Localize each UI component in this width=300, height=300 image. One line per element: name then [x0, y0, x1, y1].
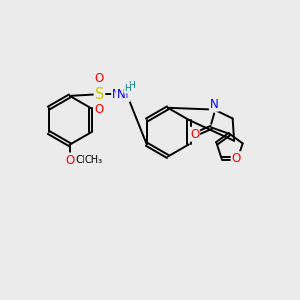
Text: H: H [124, 84, 131, 93]
Text: H: H [128, 81, 135, 90]
Text: O: O [65, 154, 74, 166]
Text: O: O [95, 73, 104, 85]
Text: CH₃: CH₃ [85, 155, 103, 165]
Text: N: N [210, 98, 219, 111]
Text: CH₃: CH₃ [76, 155, 95, 165]
Text: O: O [65, 154, 74, 166]
Text: NH: NH [112, 88, 130, 101]
Text: O: O [190, 128, 199, 141]
Text: S: S [95, 87, 104, 102]
Text: N: N [116, 88, 125, 101]
Text: O: O [232, 152, 241, 165]
Text: O: O [95, 103, 104, 116]
